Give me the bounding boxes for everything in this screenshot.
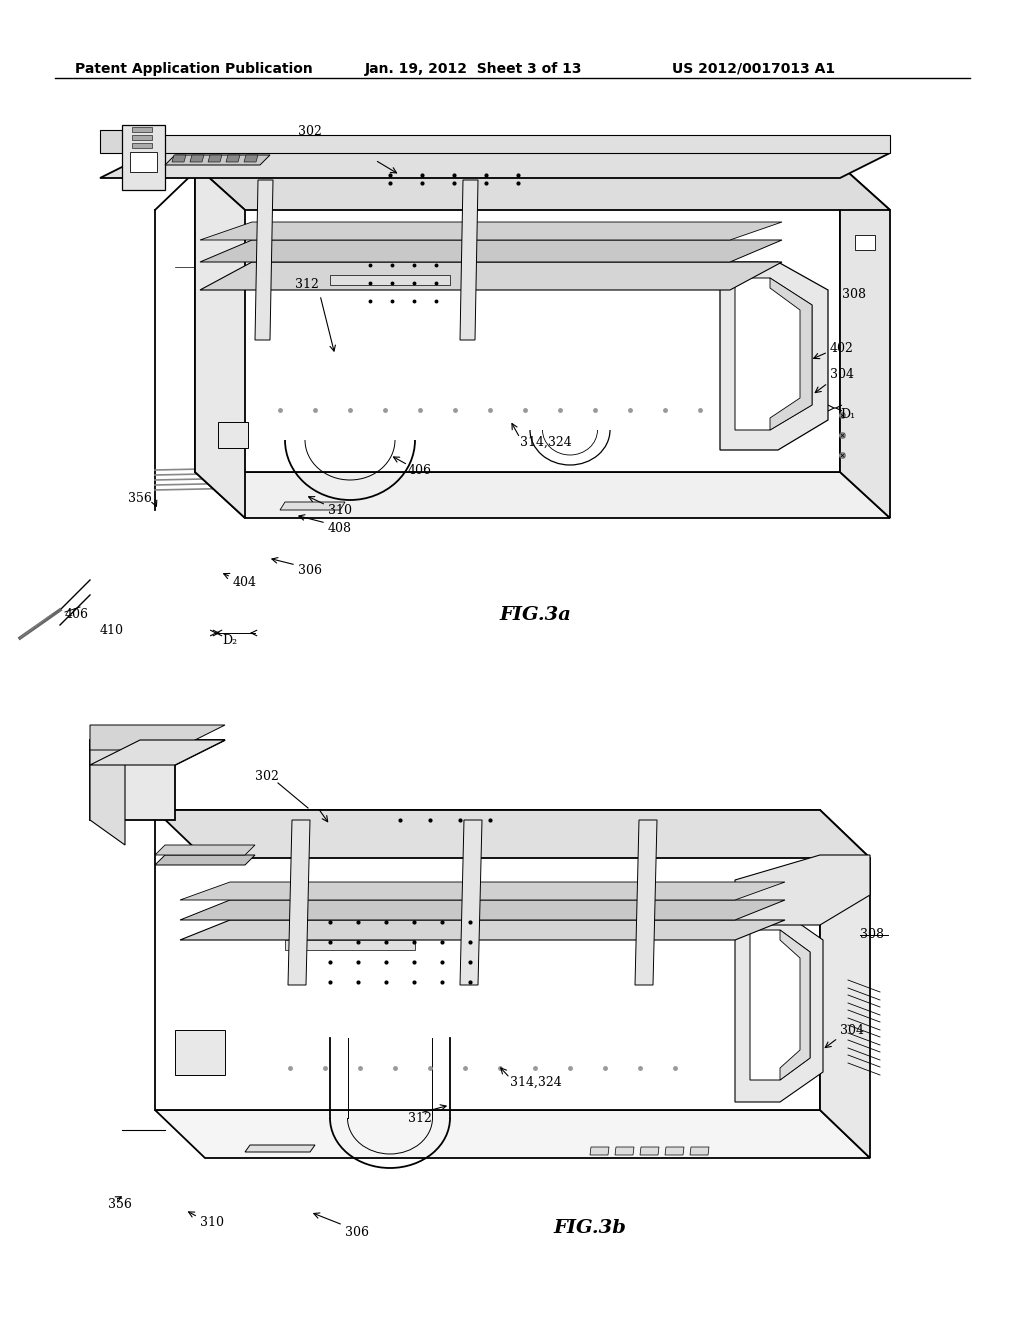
Polygon shape: [208, 154, 222, 162]
Polygon shape: [200, 240, 782, 261]
Polygon shape: [840, 165, 890, 517]
Text: 306: 306: [298, 564, 322, 577]
Polygon shape: [640, 1147, 659, 1155]
Polygon shape: [155, 1110, 870, 1158]
Text: 302: 302: [255, 770, 279, 783]
Polygon shape: [195, 473, 890, 517]
Text: 356: 356: [128, 491, 152, 504]
Polygon shape: [770, 279, 812, 430]
Text: 408: 408: [328, 521, 352, 535]
Polygon shape: [150, 135, 890, 153]
Text: 402: 402: [830, 342, 854, 355]
Text: 314,324: 314,324: [510, 1076, 562, 1089]
Polygon shape: [288, 820, 310, 985]
Polygon shape: [750, 931, 810, 1080]
Polygon shape: [165, 154, 270, 165]
Polygon shape: [100, 153, 890, 178]
Text: D₁: D₁: [840, 408, 855, 421]
Polygon shape: [132, 127, 152, 132]
Text: US 2012/0017013 A1: US 2012/0017013 A1: [672, 62, 836, 77]
Polygon shape: [460, 180, 478, 341]
Text: Jan. 19, 2012  Sheet 3 of 13: Jan. 19, 2012 Sheet 3 of 13: [365, 62, 583, 77]
Polygon shape: [180, 882, 785, 900]
Text: 404: 404: [233, 576, 257, 589]
Polygon shape: [155, 855, 255, 865]
Text: 304: 304: [840, 1023, 864, 1036]
Polygon shape: [280, 502, 345, 510]
Polygon shape: [780, 931, 810, 1080]
Polygon shape: [200, 222, 782, 240]
Text: 314,324: 314,324: [520, 436, 571, 449]
Polygon shape: [330, 275, 450, 285]
Polygon shape: [90, 741, 225, 820]
Polygon shape: [218, 422, 248, 447]
Polygon shape: [285, 940, 415, 950]
Text: 310: 310: [200, 1216, 224, 1229]
Polygon shape: [255, 180, 273, 341]
Polygon shape: [245, 1144, 315, 1152]
Text: 312: 312: [295, 279, 318, 292]
Polygon shape: [130, 152, 157, 172]
Text: Patent Application Publication: Patent Application Publication: [75, 62, 312, 77]
Polygon shape: [735, 279, 812, 430]
Polygon shape: [100, 129, 150, 153]
Polygon shape: [172, 154, 186, 162]
Text: 308: 308: [860, 928, 884, 941]
Polygon shape: [226, 154, 240, 162]
Polygon shape: [590, 1147, 609, 1155]
Polygon shape: [200, 261, 782, 290]
Polygon shape: [132, 135, 152, 140]
Polygon shape: [155, 810, 870, 858]
Polygon shape: [180, 900, 785, 920]
Text: FIG.3a: FIG.3a: [499, 606, 571, 624]
Text: 306: 306: [345, 1225, 369, 1238]
Polygon shape: [690, 1147, 709, 1155]
Text: FIG.3b: FIG.3b: [554, 1218, 627, 1237]
Polygon shape: [175, 1030, 225, 1074]
Polygon shape: [195, 165, 840, 473]
Text: 308: 308: [842, 289, 866, 301]
Polygon shape: [820, 810, 870, 1158]
Polygon shape: [460, 820, 482, 985]
Polygon shape: [615, 1147, 634, 1155]
Polygon shape: [195, 165, 890, 210]
Text: 406: 406: [65, 609, 89, 622]
Polygon shape: [90, 741, 225, 766]
Polygon shape: [90, 725, 225, 750]
Polygon shape: [190, 154, 204, 162]
Polygon shape: [720, 261, 828, 450]
Text: 302: 302: [298, 125, 322, 139]
Polygon shape: [244, 154, 258, 162]
Polygon shape: [195, 165, 245, 517]
Polygon shape: [665, 1147, 684, 1155]
Polygon shape: [635, 820, 657, 985]
Text: 312: 312: [408, 1111, 432, 1125]
Polygon shape: [735, 909, 823, 1102]
Text: D₂: D₂: [222, 634, 238, 647]
Polygon shape: [180, 920, 785, 940]
Polygon shape: [90, 741, 125, 845]
Text: 410: 410: [100, 623, 124, 636]
Text: 310: 310: [328, 503, 352, 516]
Polygon shape: [132, 143, 152, 148]
Polygon shape: [122, 125, 165, 190]
Polygon shape: [735, 855, 870, 925]
Text: 356: 356: [108, 1199, 132, 1212]
Polygon shape: [155, 810, 820, 1110]
Polygon shape: [855, 235, 874, 249]
Polygon shape: [155, 845, 255, 855]
Text: 406: 406: [408, 463, 432, 477]
Text: 304: 304: [830, 368, 854, 381]
